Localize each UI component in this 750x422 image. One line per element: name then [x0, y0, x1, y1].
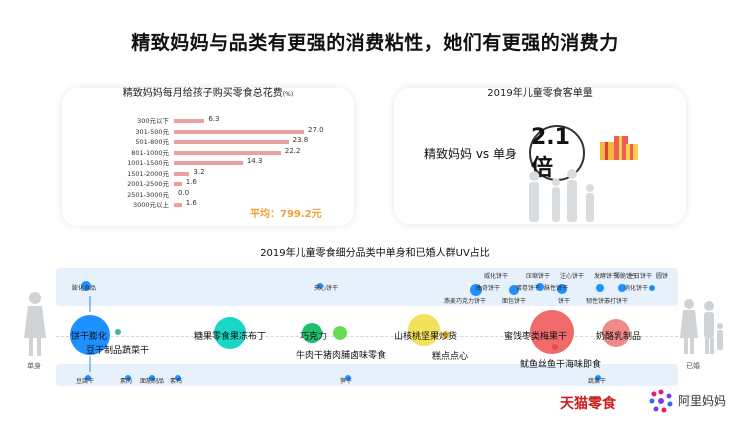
spend-bar — [174, 129, 304, 134]
tmall-logo: 天猫零食 — [560, 396, 616, 412]
top-band-label: 饼干 — [558, 298, 571, 305]
label-nuts: 山核桃坚果炒货 — [394, 332, 458, 342]
spend-chart-title-text: 精致妈妈每月给孩子购买零食总花费 — [122, 88, 283, 99]
bar-value-label: 1.6 — [185, 199, 197, 207]
top-band-label: 威化饼干 — [484, 273, 509, 280]
bubble-jerky — [333, 326, 347, 340]
spend-bar — [174, 203, 182, 207]
label-pastry: 糕点点心 — [432, 352, 469, 362]
multiple-value: 2.1倍 — [531, 124, 570, 181]
single-label: 单身 — [27, 362, 41, 370]
label-dairy: 奶酪乳制品 — [596, 332, 642, 342]
bar-category-label: 2501-3000元 — [127, 190, 169, 199]
spend-bar — [174, 140, 289, 144]
top-band-label: 曲奇饼干 — [476, 285, 501, 292]
alimama-logo: 阿里妈妈 — [678, 394, 727, 408]
bar-value-label: 14.3 — [246, 157, 263, 165]
bottom-band-label: 蔬菜干 — [588, 378, 607, 385]
spend-chart-unit: (%) — [282, 91, 294, 98]
basket-panel: 2019年儿童零食客单量 精致妈妈 vs 单身 2.1倍 — [394, 88, 686, 224]
page-title: 精致妈妈与品类有更强的消费粘性，她们有更强的消费力 — [131, 32, 619, 54]
label-biscuit-puffed: 饼干膨化 — [71, 332, 108, 342]
category-section-title: 2019年儿童零食细分品类中单身和已婚人群UV占比 — [260, 248, 490, 259]
bar-category-label: 1001-1500元 — [127, 159, 169, 167]
bottom-band-label: 面筋制品 — [140, 378, 165, 385]
top-band-label: 圆饼 — [656, 273, 669, 280]
bottom-band-label: 笋干 — [340, 378, 353, 385]
label-candy-jelly: 糖果零食果冻布丁 — [194, 332, 267, 342]
top-band-label: 燕麦巧克力饼干 — [444, 298, 487, 305]
spend-chart-title: 精致妈妈每月给孩子购买零食总花费(%) — [62, 84, 354, 99]
bottom-band-label: 豆腐干 — [76, 378, 95, 385]
label-jerky: 牛肉干猪肉脯卤味零食 — [296, 351, 387, 361]
spend-bar — [174, 150, 281, 155]
spend-bar — [174, 171, 190, 176]
bar-category-label: 3000元以上 — [132, 201, 169, 209]
label-squid: 鱿鱼丝鱼干海味即食 — [520, 360, 602, 370]
top-band-label: 注心饼干 — [560, 273, 585, 280]
compare-label: 精致妈妈 vs 单身 — [424, 147, 517, 161]
alimama-logo-icon — [649, 389, 673, 413]
bubble-dried-tofu — [115, 329, 121, 335]
bar-value-label: 3.2 — [193, 167, 205, 176]
spend-chart-panel: 精致妈妈每月给孩子购买零食总花费(%) 300元以下 6.3 301-500元 27.… — [62, 88, 354, 226]
bar-category-label: 301-500元 — [135, 127, 169, 136]
top-band-label: 发酵饼干 — [594, 273, 619, 280]
bar-value-label: 1.6 — [185, 178, 197, 186]
bar-value-label: 6.3 — [208, 115, 220, 123]
bar-value-label: 0.0 — [178, 188, 190, 197]
spend-bar — [174, 119, 205, 123]
top-band-label: 压缩饼干 — [526, 273, 551, 280]
top-band-label: 面包饼干 — [502, 298, 527, 305]
bubble-squid — [552, 344, 558, 350]
top-band — [56, 268, 678, 306]
basket-title: 2019年儿童零食客单量 — [487, 88, 593, 99]
spend-bar — [174, 182, 182, 186]
top-band-label: 生日饼干 — [628, 273, 653, 280]
bar-value-label: 22.2 — [284, 146, 301, 155]
average-spend: 平均：799.2元 — [250, 209, 322, 220]
top-band-label: 蛋卷饼干 — [516, 285, 541, 292]
top-band-label: 消化饼干 — [624, 285, 649, 292]
bottom-band-label: 素肉 — [120, 378, 133, 385]
top-band-label: 薄脆饼干 — [614, 273, 639, 280]
family-silhouette-icon — [529, 169, 594, 222]
bottom-band — [56, 364, 678, 386]
bottom-band-label: 素鸡 — [170, 378, 183, 385]
spend-bar — [174, 161, 243, 165]
top-band-label: 韧性饼干 — [586, 298, 611, 305]
top-band-label: 膨化食品 — [72, 285, 97, 292]
top-band-label: 苏打饼干 — [604, 298, 629, 305]
bar-category-label: 501-800元 — [135, 138, 169, 146]
married-label: 已婚 — [686, 362, 700, 370]
bar-category-label: 1501-2000元 — [127, 169, 169, 178]
top-band-label: 酥性饼干 — [544, 285, 569, 292]
bar-value-label: 27.0 — [308, 125, 324, 134]
label-preserved-fruit: 蜜饯枣类梅果干 — [504, 332, 568, 342]
bar-category-label: 2001-2500元 — [127, 180, 169, 188]
married-family-icon — [680, 299, 723, 354]
label-dried-tofu: 豆干制品蔬菜干 — [86, 346, 150, 356]
label-chocolate: 巧克力 — [300, 332, 328, 342]
gift-boxes-icon — [600, 136, 638, 160]
middle-dashed-line — [56, 336, 678, 337]
single-woman-icon — [24, 292, 46, 356]
bar-category-label: 801-1000元 — [131, 148, 169, 157]
top-band-label: 夹心饼干 — [314, 285, 339, 292]
bar-value-label: 23.8 — [292, 136, 309, 144]
bar-category-label: 300元以下 — [137, 117, 169, 125]
